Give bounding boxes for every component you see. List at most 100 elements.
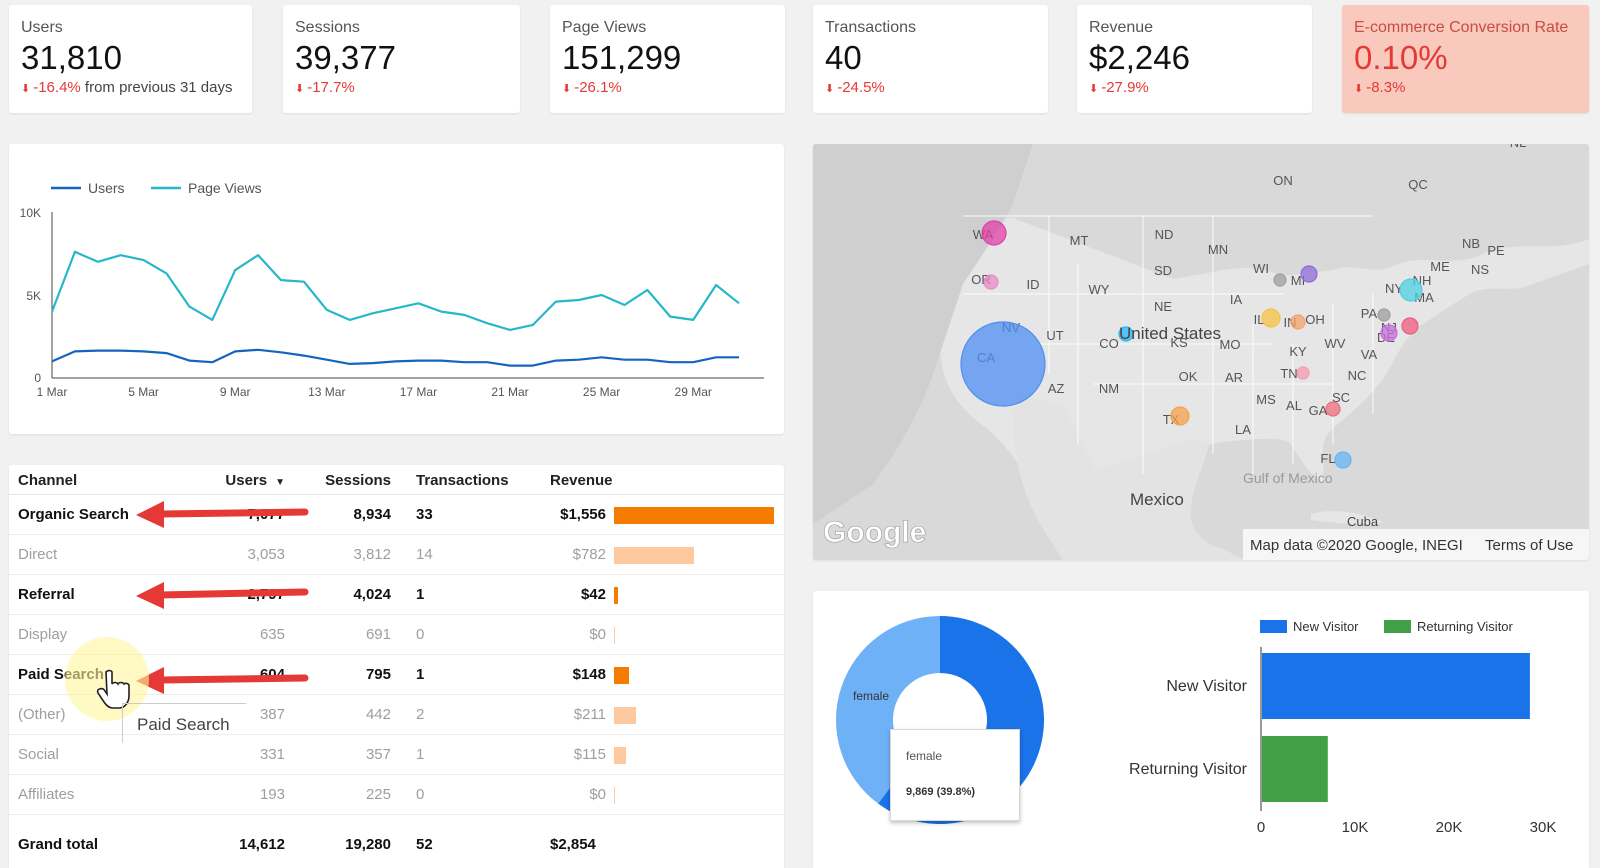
series-line-page-views[interactable] <box>50 250 740 331</box>
legend-label-page-views[interactable]: Page Views <box>188 180 262 196</box>
google-logo: Google <box>823 516 926 549</box>
map-bubble-in[interactable] <box>1290 314 1306 330</box>
map-region-label: CO <box>1099 336 1119 351</box>
map-bubble-tn[interactable] <box>1296 366 1310 380</box>
table-row[interactable]: Referral 2,797 4,024 1 $42 <box>9 575 784 615</box>
map-bubble-mi[interactable] <box>1300 265 1318 283</box>
map-bubble-ga[interactable] <box>1325 401 1341 417</box>
col-header-transactions[interactable]: Transactions <box>416 472 509 489</box>
map-region-label: UT <box>1046 328 1063 343</box>
map-bubble-wi[interactable] <box>1273 273 1287 287</box>
table-row[interactable]: Direct 3,053 3,812 14 $782 <box>9 535 784 575</box>
col-header-sessions[interactable]: Sessions <box>325 472 391 489</box>
cell-sessions: 3,812 <box>353 546 391 563</box>
cell-revenue: $42 <box>580 586 606 603</box>
cell-transactions: 1 <box>416 586 425 603</box>
map-bubbles[interactable] <box>960 220 1423 469</box>
donut-slice-label: female <box>853 689 889 703</box>
map-bubble-de[interactable] <box>1380 324 1398 342</box>
terms-of-use-link[interactable]: Terms of Use <box>1485 537 1573 554</box>
cell-users: 331 <box>259 746 285 763</box>
col-header-revenue[interactable]: Revenue <box>550 472 613 489</box>
cell-sessions: 357 <box>365 746 391 763</box>
legend-label-users[interactable]: Users <box>88 180 125 196</box>
map-bubble-pa[interactable] <box>1377 308 1391 322</box>
row-tooltip-text: Paid Search <box>137 715 230 734</box>
legend-swatch <box>1384 620 1411 633</box>
map-country-label: Cuba <box>1347 514 1379 529</box>
table-row[interactable]: Paid Search 604 795 1 $148 <box>9 655 784 695</box>
series-line-users[interactable] <box>51 348 739 367</box>
revenue-bar <box>614 787 615 804</box>
legend-label[interactable]: New Visitor <box>1293 619 1359 634</box>
map-country-label: Mexico <box>1130 490 1184 509</box>
map-bubble-co[interactable] <box>1118 326 1134 342</box>
col-header-channel[interactable]: Channel <box>18 472 78 489</box>
cell-revenue: $211 <box>573 706 606 723</box>
map-bubble-ca[interactable] <box>960 321 1046 407</box>
table-row[interactable]: Organic Search 7,077 8,934 33 $1,556 <box>9 495 784 535</box>
map-region-label: ID <box>1027 277 1040 292</box>
donut-slice-female[interactable] <box>836 616 940 804</box>
cell-users: 2,797 <box>247 586 285 603</box>
channel-table-card: Channel Users ▼ Sessions Transactions Rev… <box>9 465 784 868</box>
map-bubble-tx[interactable] <box>1170 406 1190 426</box>
kpi-delta-value: -16.4% <box>33 79 81 96</box>
x-tick-label: 0 <box>1257 819 1265 836</box>
cell-users: 604 <box>259 666 285 683</box>
map-bubble-or[interactable] <box>983 274 999 290</box>
table-row[interactable]: Affiliates 193 225 0 $0 <box>9 775 784 815</box>
x-tick-label: 13 Mar <box>308 385 345 399</box>
map-region-label: AZ <box>1048 381 1065 396</box>
cell-channel: Referral <box>18 586 75 603</box>
cell-sessions: 4,024 <box>353 586 391 603</box>
map-bubble-ny[interactable] <box>1399 278 1423 302</box>
land-cuba <box>1311 511 1383 525</box>
map-bubble-wa[interactable] <box>981 220 1007 246</box>
revenue-bar <box>614 507 774 524</box>
kpi-label: Users <box>21 19 63 36</box>
bar-new-visitor[interactable] <box>1262 653 1530 719</box>
x-tick-label: 9 Mar <box>220 385 251 399</box>
map-region-label: PA <box>1361 306 1378 321</box>
kpi-delta-value: -24.5% <box>837 79 885 96</box>
geo-map[interactable]: ONQCNBPENSMENHMANYPANJDEVANCSCGAFLALMSTN… <box>813 144 1589 560</box>
cell-sessions: 691 <box>365 626 391 643</box>
map-region-label: KY <box>1289 344 1307 359</box>
map-bubble-il[interactable] <box>1261 308 1281 328</box>
timeseries-chart-card: Users Page Views 10K 5K 0 1 Mar 5 Mar 9 Ma… <box>9 144 784 434</box>
kpi-card-users: Users 31,810 ⬇ -16.4% from previous 31 da… <box>9 5 252 113</box>
land-canada-us <box>813 144 1589 510</box>
col-header-users[interactable]: Users ▼ <box>225 472 285 489</box>
revenue-bar <box>614 707 636 724</box>
cell-users: 3,053 <box>247 546 285 563</box>
bar-returning-visitor[interactable] <box>1262 736 1328 802</box>
table-row[interactable]: (Other) 387 442 2 $211 <box>9 695 784 735</box>
sort-desc-icon[interactable]: ▼ <box>275 477 285 488</box>
revenue-bar <box>614 547 695 564</box>
chart-series <box>50 250 740 367</box>
map-bubble-fl[interactable] <box>1334 451 1352 469</box>
map-country-label: United States <box>1119 324 1221 343</box>
map-region-label: MS <box>1256 392 1276 407</box>
cell-channel: Display <box>18 626 68 643</box>
revenue-bar <box>614 627 615 644</box>
kpi-delta: ⬇ -17.7% <box>295 79 508 96</box>
revenue-bar <box>614 587 619 604</box>
table-row[interactable]: Display 635 691 0 $0 <box>9 615 784 655</box>
map-region-label: IL <box>1254 312 1265 327</box>
cell-channel: Paid Search <box>18 666 104 683</box>
kpi-card-transactions: Transactions 40 ⬇ -24.5% <box>813 5 1048 113</box>
cell-transactions: 0 <box>416 786 425 803</box>
map-region-label: NY <box>1385 281 1403 296</box>
col-header-users-label: Users <box>225 472 268 489</box>
map-bubble-nj[interactable] <box>1401 317 1419 335</box>
legend-label[interactable]: Returning Visitor <box>1417 619 1514 634</box>
table-row[interactable]: Social 331 357 1 $115 <box>9 735 784 775</box>
geo-map-card[interactable]: ONQCNBPENSMENHMANYPANJDEVANCSCGAFLALMSTN… <box>813 144 1589 560</box>
kpi-delta-suffix: from previous 31 days <box>80 79 233 96</box>
map-region-label: SC <box>1332 390 1350 405</box>
visitor-type-bar-chart: New Visitor Returning Visitor New Visitor R… <box>1129 619 1556 836</box>
map-attribution-bg <box>1243 529 1589 560</box>
cell-channel: Social <box>18 746 59 763</box>
